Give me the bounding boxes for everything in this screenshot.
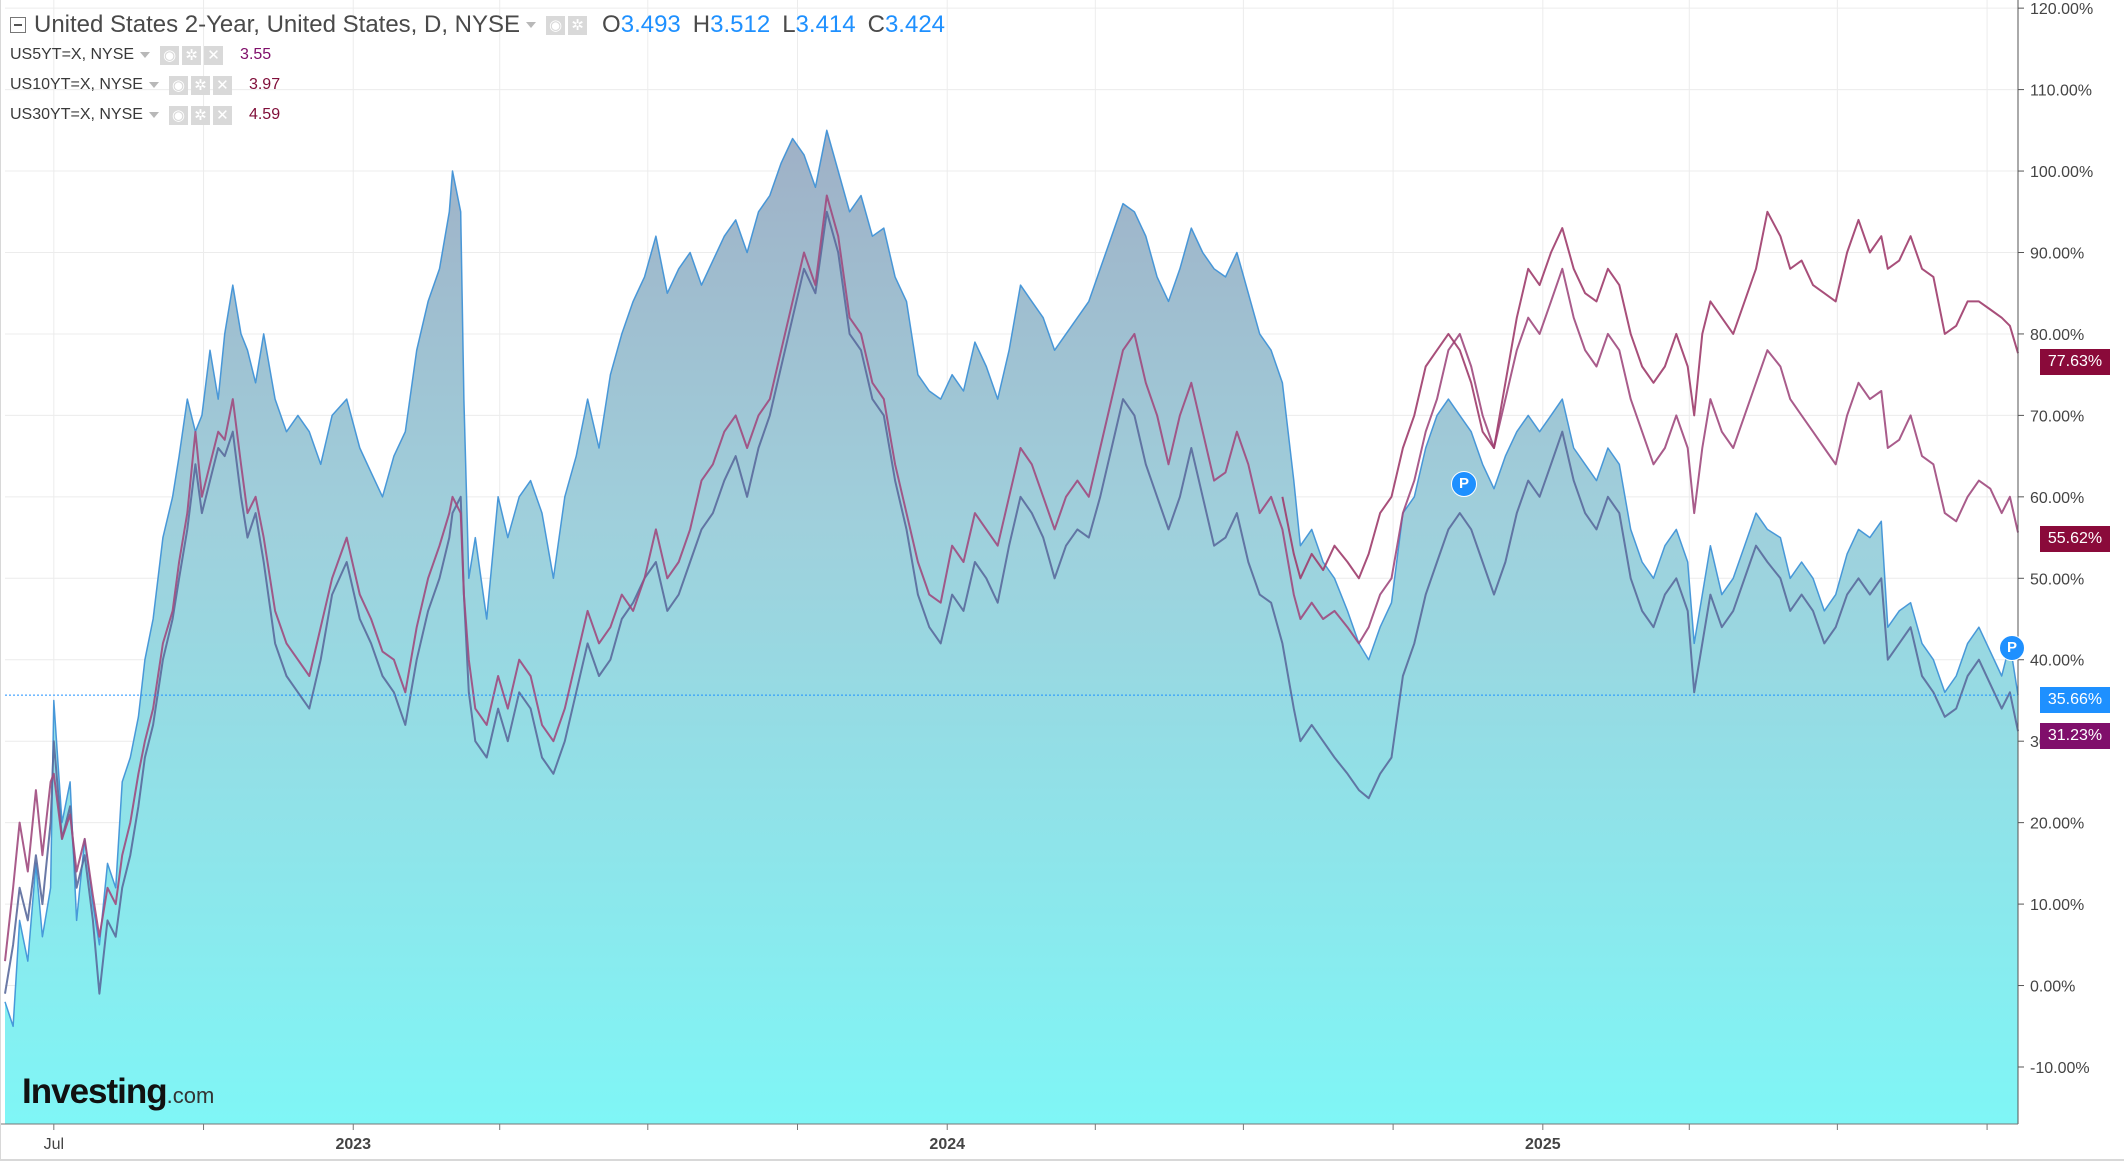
low-value: 3.414 <box>795 11 856 38</box>
close-value: 3.424 <box>884 11 946 38</box>
comparison-name: US5YT=X, NYSE <box>10 46 135 63</box>
high-value: 3.512 <box>710 11 771 38</box>
y-tick-label: 80.00% <box>2030 327 2084 344</box>
eye-icon[interactable]: ◉ <box>546 15 566 35</box>
y-tick-label: 10.00% <box>2030 897 2084 914</box>
p-event-marker[interactable]: P <box>1999 635 2025 661</box>
price-tag-us2y: 35.66% <box>2040 687 2110 713</box>
chevron-down-icon[interactable] <box>526 22 537 28</box>
close-icon[interactable]: ✕ <box>204 45 224 65</box>
legend: United States 2-Year, United States, D, … <box>10 10 945 130</box>
comparison-value: 3.55 <box>240 46 272 63</box>
price-tag-us5y: 31.23% <box>2040 723 2110 749</box>
high-key: H <box>692 11 711 38</box>
logo-text: Investing <box>22 1072 168 1111</box>
gear-icon[interactable]: ✲ <box>182 45 202 65</box>
open-key: O <box>602 11 621 38</box>
logo-suffix: .com <box>166 1083 215 1108</box>
y-tick-label: 0.00% <box>2030 979 2075 996</box>
y-tick-label: 120.00% <box>2030 1 2093 18</box>
open-value: 3.493 <box>620 11 681 38</box>
close-icon[interactable]: ✕ <box>212 75 232 95</box>
legend-comparison-us30y: US30YT=X, NYSE ◉ ✲ ✕ 4.59 <box>10 100 945 130</box>
comparison-name: US30YT=X, NYSE <box>10 106 143 123</box>
series-line-1 <box>4 210 2019 995</box>
eye-icon[interactable]: ◉ <box>168 75 188 95</box>
y-tick-label: 40.00% <box>2030 653 2084 670</box>
series-line-3 <box>1281 210 2019 580</box>
comparison-name: US10YT=X, NYSE <box>10 76 143 93</box>
comparison-value: 3.97 <box>248 76 281 93</box>
x-tick-label: 2025 <box>1525 1136 1561 1153</box>
low-key: L <box>782 11 796 38</box>
y-tick-label: 90.00% <box>2030 245 2084 262</box>
main-series-name: United States 2-Year, United States, D, … <box>34 11 521 38</box>
price-tag-us30y: 77.63% <box>2040 349 2110 375</box>
series-line-2 <box>4 194 2019 962</box>
close-key: C <box>867 11 885 38</box>
price-tag-us10y: 55.62% <box>2040 526 2110 552</box>
gear-icon[interactable]: ✲ <box>190 75 210 95</box>
x-tick-label: 2024 <box>929 1136 965 1153</box>
chevron-down-icon[interactable] <box>140 52 151 58</box>
y-tick-label: 70.00% <box>2030 408 2084 425</box>
investing-logo: Investing.com <box>22 1072 214 1112</box>
chevron-down-icon[interactable] <box>148 82 159 88</box>
y-tick-label: 20.00% <box>2030 816 2084 833</box>
legend-comparison-us10y: US10YT=X, NYSE ◉ ✲ ✕ 3.97 <box>10 70 945 100</box>
eye-icon[interactable]: ◉ <box>160 45 180 65</box>
eye-icon[interactable]: ◉ <box>168 105 188 125</box>
x-tick-label: Jul <box>44 1136 64 1153</box>
series-line-0 <box>4 129 2019 1028</box>
chevron-down-icon[interactable] <box>148 112 159 118</box>
p-event-marker[interactable]: P <box>1451 471 1477 497</box>
close-icon[interactable]: ✕ <box>212 105 232 125</box>
y-tick-label: 100.00% <box>2030 164 2093 181</box>
legend-comparison-us5y: US5YT=X, NYSE ◉ ✲ ✕ 3.55 <box>10 40 945 70</box>
series-layer <box>4 129 2019 1125</box>
gear-icon[interactable]: ✲ <box>190 105 210 125</box>
y-tick-label: 50.00% <box>2030 571 2084 588</box>
gear-icon[interactable]: ✲ <box>568 15 588 35</box>
legend-main-row: United States 2-Year, United States, D, … <box>10 10 945 40</box>
series-area-fill <box>5 130 2018 1125</box>
y-tick-label: -10.00% <box>2030 1060 2090 1077</box>
y-tick-label: 60.00% <box>2030 490 2084 507</box>
comparison-value: 4.59 <box>248 106 281 123</box>
collapse-icon[interactable] <box>10 17 26 33</box>
y-tick-label: 110.00% <box>2030 83 2092 100</box>
x-tick-label: 2023 <box>335 1136 371 1153</box>
